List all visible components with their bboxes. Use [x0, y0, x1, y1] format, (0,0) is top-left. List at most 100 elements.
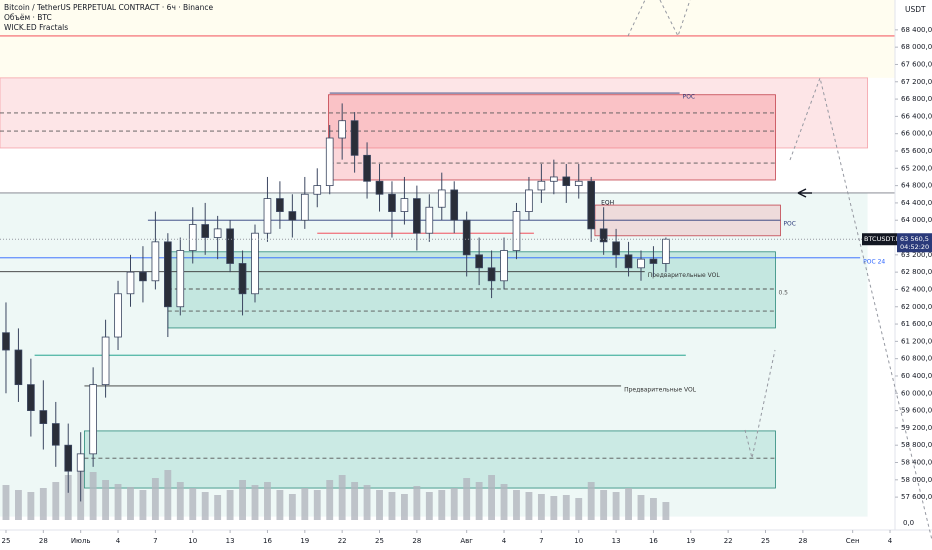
candle-body [176, 250, 185, 308]
x-tick-label: 25 [761, 537, 770, 545]
candle-body [101, 336, 110, 386]
candle-body [562, 176, 571, 187]
y-tick-label: 64 000,0 [901, 216, 932, 224]
candle-body [574, 180, 583, 187]
volume-bar [351, 482, 359, 520]
symbol-label: BTCUSDT.P [864, 235, 900, 243]
level-label: 0.5 [778, 290, 788, 297]
volume-bar [251, 485, 259, 520]
x-tick-label: Авг [460, 537, 473, 545]
volume-bar [463, 478, 471, 520]
x-tick-label: 13 [226, 537, 235, 545]
candle-body [338, 120, 346, 139]
volume-bar [575, 498, 583, 520]
candle-body [164, 241, 172, 308]
candle-body [238, 263, 247, 295]
volume-bar [151, 478, 159, 520]
candle-body [450, 189, 459, 221]
candle-body [188, 224, 197, 251]
x-tick-label: 19 [686, 537, 695, 545]
candle-body [363, 154, 371, 182]
x-tick-label: 22 [338, 537, 347, 545]
zone [0, 0, 895, 78]
candle-body [388, 193, 396, 212]
y-tick-label: 67 600,0 [901, 60, 932, 68]
volume-bar [27, 492, 35, 520]
candle-body [300, 193, 309, 221]
volume-bar [89, 472, 97, 520]
candle-body [126, 271, 135, 295]
candle-body [487, 267, 496, 282]
y-tick-label: 60 000,0 [901, 389, 932, 397]
x-tick-label: 4 [502, 537, 507, 545]
x-tick-label: 4 [888, 537, 893, 545]
price-label-box [897, 233, 932, 253]
volume-bar [114, 484, 122, 520]
volume-bar [637, 495, 645, 520]
volume-bar [189, 488, 197, 520]
candle-body [612, 241, 620, 256]
x-tick-label: 16 [649, 537, 658, 545]
y-tick-label: 66 000,0 [901, 130, 932, 138]
candle-body [350, 120, 359, 156]
candle-body [537, 180, 546, 191]
y-tick-label: 60 800,0 [901, 355, 932, 363]
volume-bar [15, 490, 22, 520]
x-tick-label: 28 [39, 537, 48, 545]
candle-body [2, 332, 10, 351]
candle-body [550, 176, 558, 182]
candle-body [649, 258, 658, 264]
y-tick-label: 63 200,0 [901, 251, 932, 259]
y-tick-label: 61 600,0 [901, 320, 932, 328]
projection [627, 0, 932, 541]
y-tick-label: 62 800,0 [901, 268, 932, 276]
x-tick-label: 25 [375, 537, 384, 545]
price-label: 63 560,5 [900, 235, 929, 243]
x-tick-label: 13 [612, 537, 621, 545]
legend-indicator: WICK.ED Fractals [4, 23, 68, 32]
volume-bar [376, 490, 383, 520]
y-tick-label: 61 200,0 [901, 337, 932, 345]
volume-bar [513, 490, 520, 520]
volume-bar [400, 494, 408, 520]
volume-bar [338, 475, 346, 520]
y-tick-label: 57 600,0 [901, 493, 932, 501]
volume-bar [587, 482, 595, 520]
candle-body [624, 254, 633, 269]
legend-volume: Объём · BTC [4, 13, 52, 22]
candle-body [39, 410, 48, 424]
candle-body [413, 198, 421, 234]
candle-body [313, 185, 322, 195]
volume-bar [537, 494, 545, 520]
candle-body [462, 219, 471, 256]
volume-bar [226, 490, 234, 520]
x-tick-label: 28 [412, 537, 421, 545]
volume-bar [326, 480, 334, 520]
volume-bar [525, 492, 533, 520]
candle-body [213, 228, 222, 238]
candle-body [139, 271, 147, 282]
x-tick-label: 7 [539, 537, 543, 545]
volume-bar [612, 492, 620, 520]
y-tick-label: 62 400,0 [901, 285, 932, 293]
y-tick-label: 58 800,0 [901, 441, 932, 449]
volume-bar [313, 490, 321, 520]
candle-body [226, 228, 234, 264]
x-tick-label: 7 [153, 537, 157, 545]
candle-body [662, 238, 670, 264]
volume-bar [562, 495, 570, 520]
volume-bar [413, 486, 421, 520]
volume-bar [388, 492, 396, 520]
y-tick-label: 68 000,0 [901, 43, 932, 51]
x-tick-label: 28 [798, 537, 807, 545]
candle-body [512, 211, 521, 251]
candle-body [76, 453, 85, 472]
candle-body [375, 180, 384, 195]
candle-body [276, 198, 284, 212]
volume-bar [214, 495, 222, 520]
y-tick-label: 58 400,0 [901, 459, 932, 467]
candle-body [51, 423, 60, 446]
candle-body [201, 224, 210, 238]
currency: USDT [905, 5, 926, 14]
volume-bar [176, 482, 184, 520]
